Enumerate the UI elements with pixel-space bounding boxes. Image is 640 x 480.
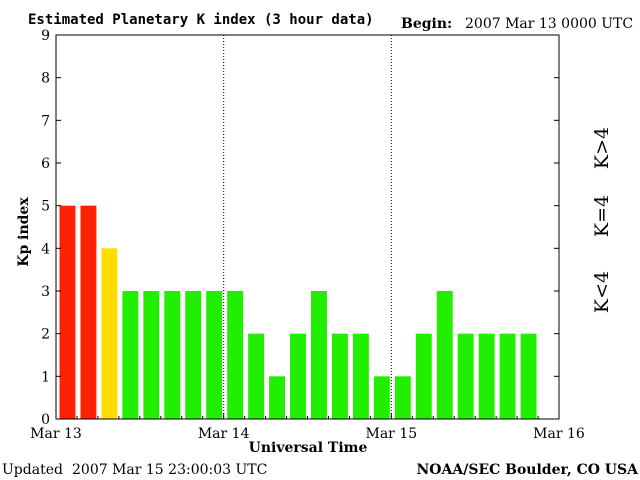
y-tick-label: 2	[41, 327, 50, 343]
x-tick-label: Mar 15	[366, 426, 418, 442]
updated-label: Updated	[2, 462, 63, 478]
bars-layer	[59, 205, 537, 419]
y-tick-label: 4	[41, 241, 50, 257]
y-tick-label: 1	[41, 369, 50, 385]
updated-value: 2007 Mar 15 23:00:03 UTC	[72, 462, 267, 478]
kp-bar	[101, 248, 118, 419]
begin-label: Begin:	[401, 16, 452, 32]
day-separators	[223, 35, 392, 419]
kp-bar	[80, 205, 97, 419]
kp-bar	[520, 333, 537, 419]
kp-bar	[436, 291, 453, 419]
y-tick-label: 8	[41, 71, 50, 87]
y-axis-label: Kp index	[16, 197, 32, 267]
kp-bar	[290, 333, 306, 419]
kp-bar	[227, 291, 244, 419]
x-tick-label: Mar 13	[30, 426, 82, 442]
kp-bar	[373, 376, 390, 419]
begin-value: 2007 Mar 13 0000 UTC	[465, 16, 633, 32]
kp-bar	[248, 333, 265, 419]
kp-bar	[331, 333, 348, 419]
kp-bar	[164, 291, 181, 419]
plot-frame	[55, 34, 560, 420]
kp-bar	[206, 291, 223, 419]
legend-k-greater-4: K>4	[591, 127, 613, 169]
x-tick-label: Mar 14	[198, 426, 250, 442]
kp-bar	[311, 291, 327, 419]
kp-bar	[143, 291, 160, 419]
kp-bar	[457, 333, 474, 419]
kp-bar	[499, 333, 516, 419]
kp-bar	[415, 333, 432, 419]
kp-bar	[269, 376, 286, 419]
kp-bar	[352, 333, 369, 419]
x-tick-label: Mar 16	[533, 426, 585, 442]
y-tick-label: 6	[41, 156, 50, 172]
source-credit: NOAA/SEC Boulder, CO USA	[417, 462, 640, 478]
x-axis-ticks: Mar 13 Mar 14 Mar 15 Mar 16	[30, 413, 585, 442]
kp-bar	[185, 291, 202, 419]
legend-k-less-4: K<4	[591, 271, 613, 313]
y-tick-label: 0	[41, 412, 50, 428]
x-axis-label: Universal Time	[249, 440, 368, 456]
chart-title: Estimated Planetary K index (3 hour data…	[28, 12, 374, 28]
legend-k-equal-4: K=4	[591, 195, 613, 237]
kp-bar	[122, 291, 139, 419]
y-tick-label: 9	[41, 28, 50, 44]
y-tick-label: 3	[41, 284, 50, 300]
kp-bar	[59, 205, 76, 419]
kp-bar	[394, 376, 411, 419]
y-tick-label: 5	[41, 199, 50, 215]
kp-bar	[478, 333, 495, 419]
y-tick-label: 7	[41, 113, 50, 129]
